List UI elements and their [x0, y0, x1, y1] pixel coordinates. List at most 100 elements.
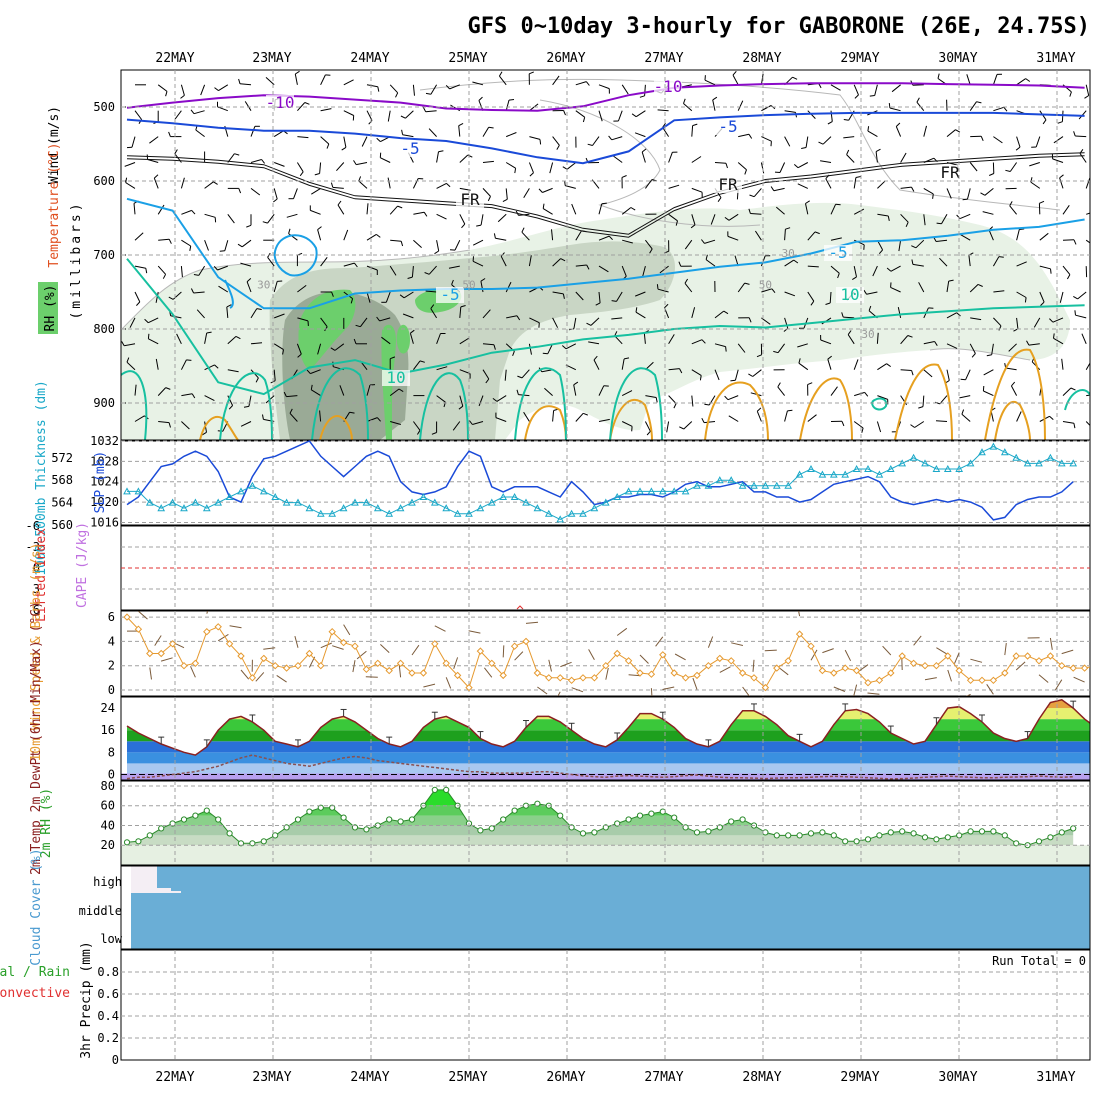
wind-barb-feather	[841, 312, 844, 318]
teal-contour	[1064, 389, 1090, 411]
wind-barb-shaft	[1062, 421, 1074, 424]
temp-bands	[121, 699, 1090, 780]
wind10m-barb	[936, 647, 947, 655]
wind-barb-feather	[228, 405, 233, 410]
wind-barb-feather	[986, 354, 992, 357]
thickness-tick-label: 568	[51, 473, 73, 487]
wind-barb-feather	[585, 81, 590, 86]
wind-barb-feather	[398, 388, 404, 393]
wind-barb-feather	[679, 368, 683, 374]
precip-tick-label: 0.6	[97, 987, 119, 1001]
wind10m-barb	[639, 654, 649, 664]
teal-contour	[219, 372, 273, 440]
wind10m-barb	[605, 667, 609, 680]
wind-barb-shaft	[876, 421, 882, 433]
wind-barb-shaft	[250, 159, 262, 163]
wind-barb-shaft	[875, 151, 878, 163]
rh-marker	[215, 816, 222, 823]
cloud-tick-label: low	[100, 932, 122, 946]
wind-barb-shaft	[784, 259, 795, 267]
rh-marker	[967, 828, 974, 835]
wind-barb-shaft	[506, 132, 517, 138]
wind-barb-feather	[425, 92, 431, 95]
wind-barb-feather	[330, 347, 336, 351]
wind-barb-feather	[712, 96, 718, 101]
wind-barb-feather	[748, 134, 753, 139]
wind10m-marker	[738, 669, 747, 677]
wind10m-marker	[932, 661, 941, 670]
wind-barb-feather	[529, 71, 534, 75]
thickness-marker	[818, 470, 827, 478]
wind-barb-feather	[238, 78, 241, 84]
wind-barb-feather	[376, 137, 381, 142]
temp-frame	[120, 696, 1091, 781]
wind-barb-shaft	[668, 395, 677, 404]
wind10m-marker	[556, 674, 564, 682]
wind10m-marker	[545, 674, 553, 682]
wind-barb-feather	[289, 408, 293, 414]
wind-barb-feather	[153, 174, 159, 179]
wind-barb-shaft	[379, 317, 391, 322]
wind-barb-feather	[377, 86, 380, 92]
wind-barb-feather	[162, 274, 167, 279]
wind-barb-feather	[261, 159, 265, 164]
run-total-label: Run Total = 0	[992, 954, 1086, 968]
wind-barb-feather	[867, 126, 870, 132]
wind10m-barb	[853, 684, 858, 696]
wind-barb-shaft	[760, 73, 764, 85]
wind-barb-shaft	[157, 387, 167, 396]
wind-barb-feather	[948, 279, 954, 282]
wind-barb-feather	[934, 341, 938, 346]
thickness-marker	[373, 504, 382, 512]
wind10m-barb	[1015, 661, 1026, 671]
upper-air-panel: -10 -10 -5 -5 FR FR FR -5 -5 10 10 30 50 30 50 30 500 60…	[93, 69, 1091, 441]
rh-marker	[363, 826, 370, 833]
thickness-marker	[465, 509, 473, 517]
isotherm--5	[126, 111, 1085, 165]
wind-barb-shaft	[529, 317, 540, 324]
freezing-line	[126, 155, 1085, 238]
wind-barb-shaft	[286, 213, 298, 218]
isotherm-5	[126, 197, 1085, 310]
wind10m-marker	[670, 669, 678, 677]
wind10m-marker	[989, 676, 998, 685]
rh-marker	[614, 820, 621, 827]
wind10m-marker	[339, 638, 348, 647]
wind-barb-feather	[1069, 91, 1072, 97]
thickness-marker	[168, 498, 177, 506]
wind-barb-feather	[705, 254, 708, 260]
rh-marker	[192, 812, 199, 819]
wind-barb-shaft	[366, 203, 369, 215]
temp-band	[127, 741, 1090, 753]
wind-barb-shaft	[134, 384, 137, 396]
top-date-axis: 22MAY 23MAY 24MAY 25MAY 26MAY 27MAY 28MA…	[155, 51, 1075, 66]
wind-barb-shaft	[227, 214, 235, 224]
wind-barb-shaft	[598, 110, 603, 122]
wind10m-barb	[882, 645, 892, 656]
wind-barb-shaft	[830, 237, 842, 241]
wind-barb-shaft	[505, 188, 508, 200]
wind10m-barb	[229, 625, 242, 629]
wind-barb-shaft	[499, 75, 507, 86]
wind-barb-shaft	[320, 256, 328, 267]
wind-barb-feather	[190, 288, 195, 294]
wind-barb-shaft	[1039, 265, 1051, 270]
wind-barb-feather	[514, 168, 517, 174]
wind-barb-shaft	[319, 410, 322, 422]
teal-contour	[419, 372, 469, 440]
wind-barb-feather	[911, 259, 914, 265]
thickness-marker	[647, 487, 656, 495]
rh-marker	[317, 804, 324, 811]
wind-barb-shaft	[666, 421, 670, 433]
wind-barb-shaft	[635, 311, 646, 319]
thickness-marker	[943, 464, 952, 472]
wind-barb-feather	[416, 430, 421, 435]
wind10m-marker	[431, 640, 439, 648]
wind-barb-feather	[255, 377, 259, 383]
wind-barb-shaft	[248, 395, 252, 407]
contour-label: -10	[266, 93, 295, 112]
wind-barb-shaft	[825, 178, 832, 189]
wind10m-barb	[560, 661, 572, 668]
wind-barb-shaft	[157, 204, 165, 215]
wind-barb-shaft	[436, 366, 448, 371]
